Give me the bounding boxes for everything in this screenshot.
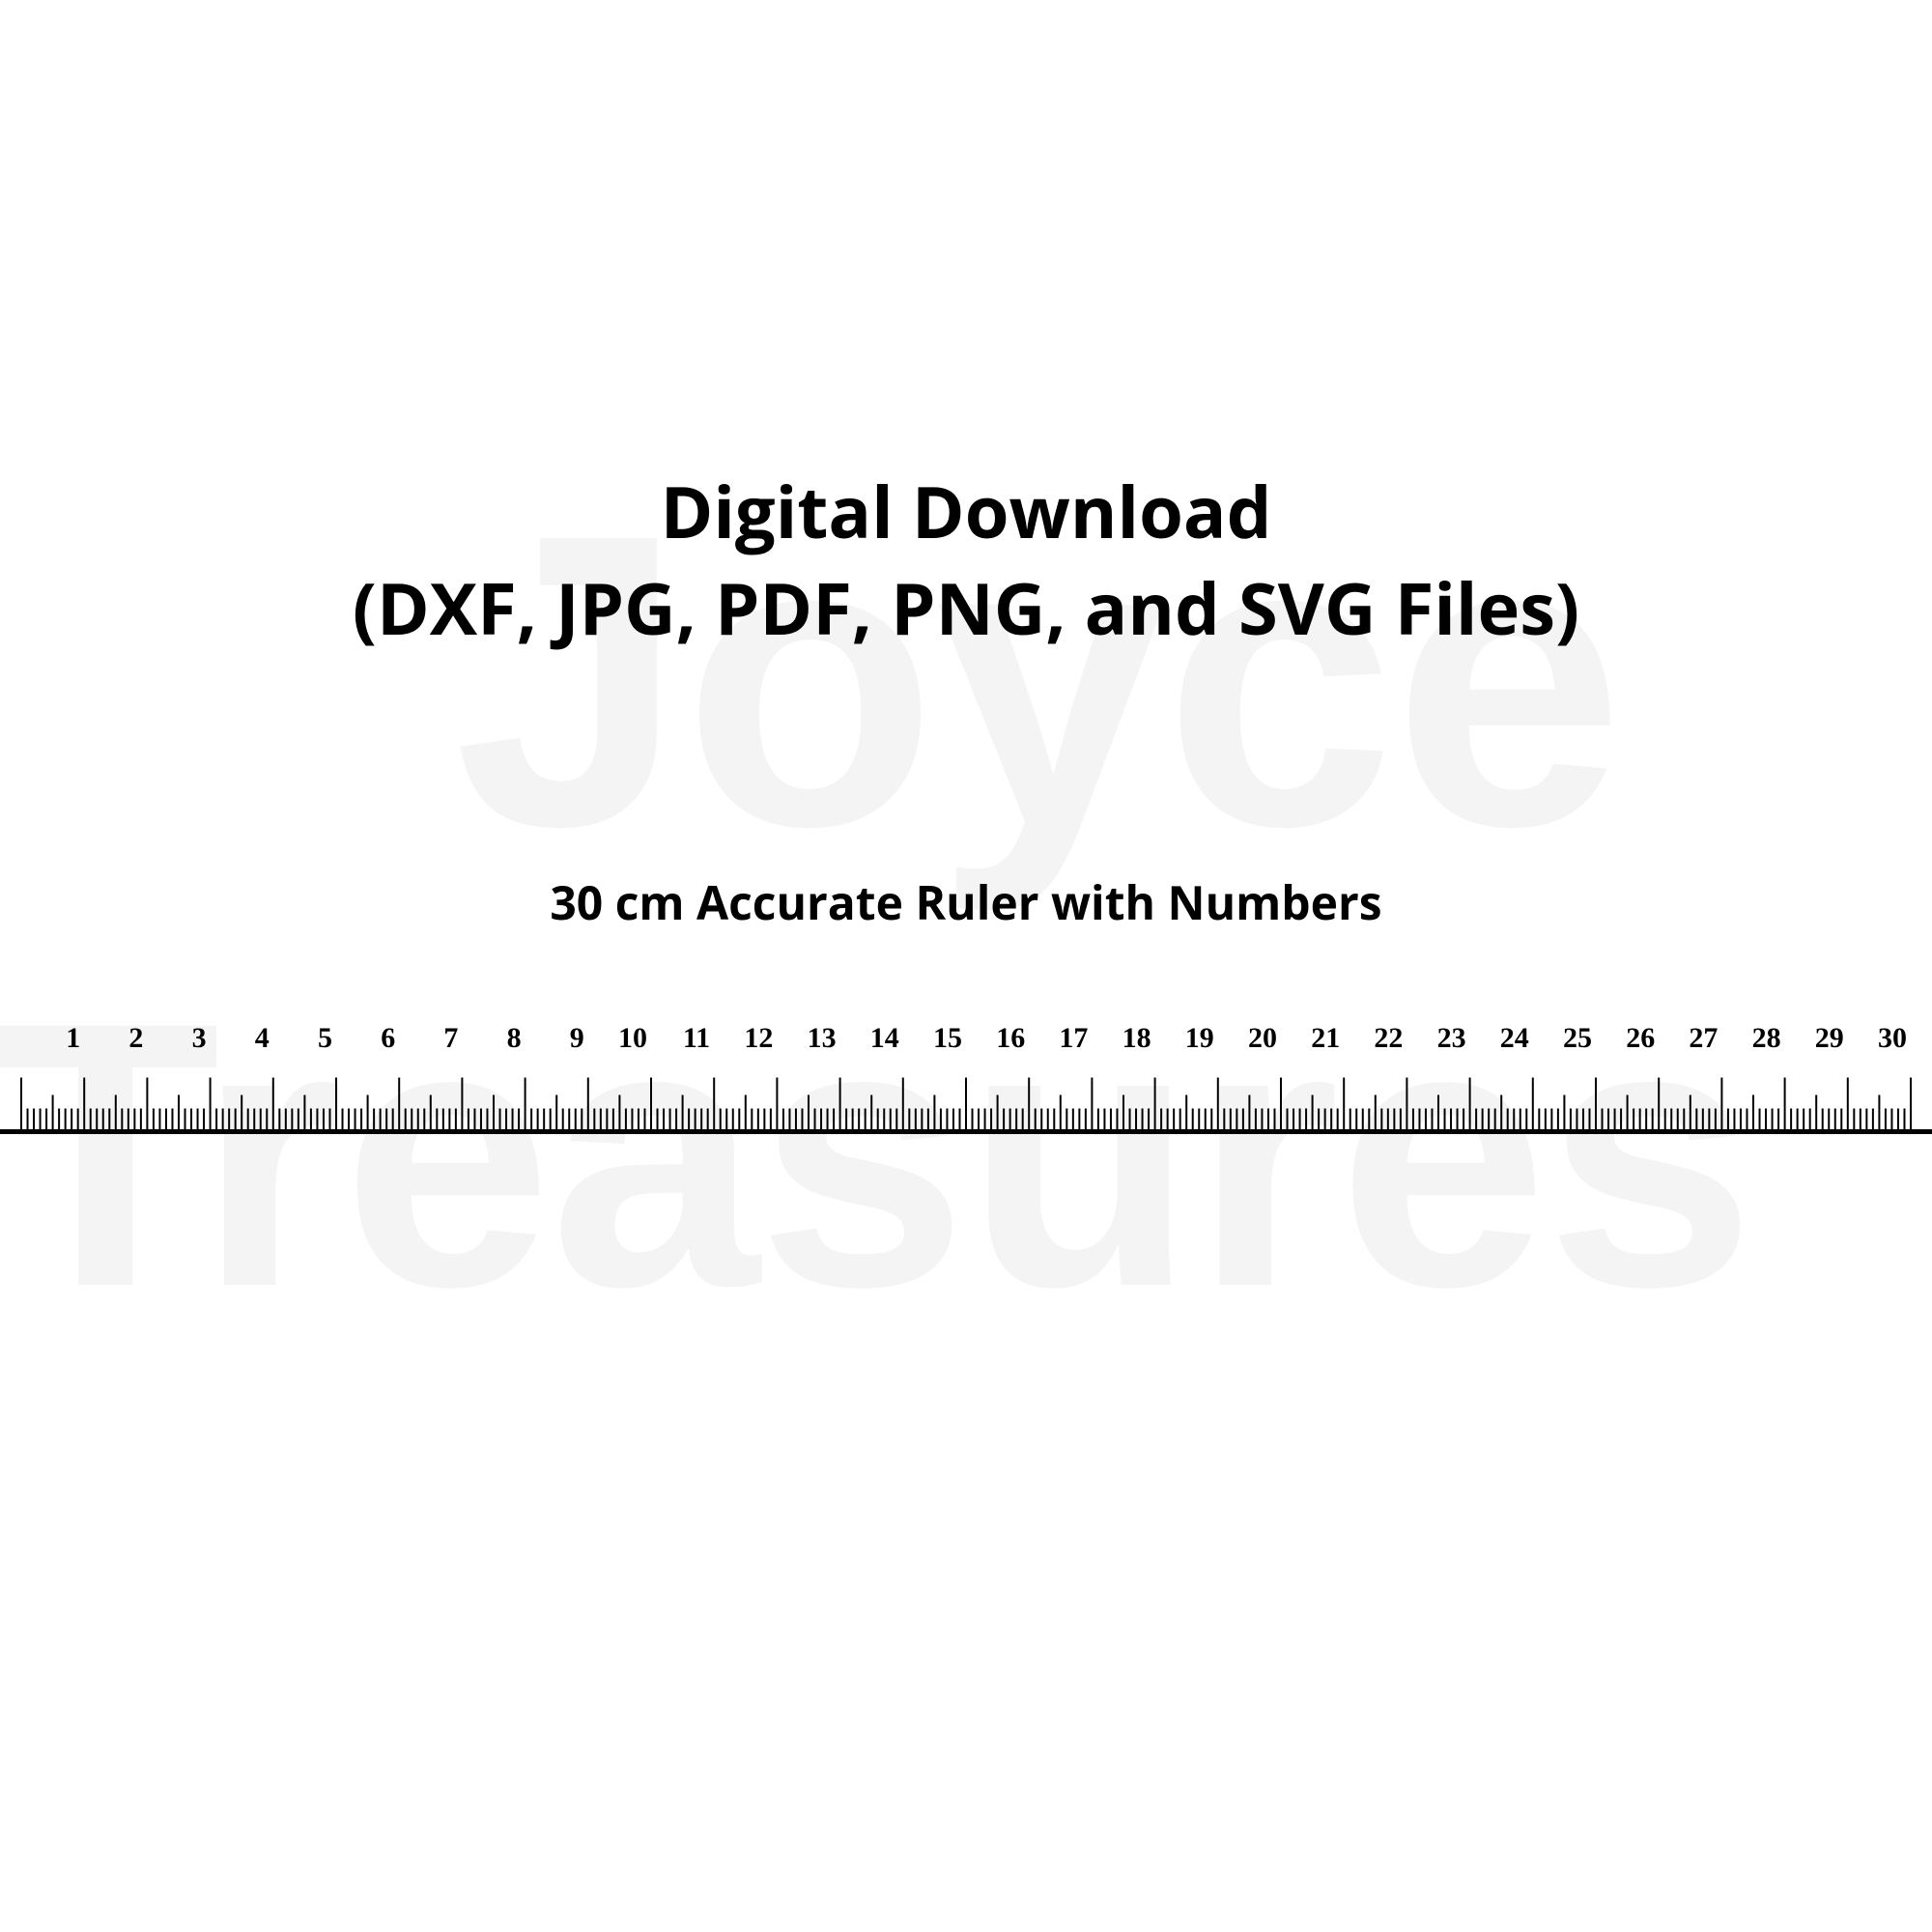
ruler-label: 11 bbox=[683, 1022, 710, 1054]
ruler-label: 7 bbox=[443, 1022, 458, 1054]
title-line-2: (DXF, JPG, PDF, PNG, and SVG Files) bbox=[0, 558, 1932, 656]
ruler-label: 1 bbox=[66, 1022, 80, 1054]
ruler-label: 10 bbox=[618, 1022, 647, 1054]
ruler-label: 4 bbox=[255, 1022, 270, 1054]
ruler-svg: 1234567891011121314151617181920212223242… bbox=[0, 1018, 1932, 1134]
ruler-label: 17 bbox=[1059, 1022, 1088, 1054]
ruler-label: 14 bbox=[870, 1022, 899, 1054]
ruler-label: 15 bbox=[933, 1022, 962, 1054]
subtitle: 30 cm Accurate Ruler with Numbers bbox=[0, 871, 1932, 934]
ruler-label: 24 bbox=[1500, 1022, 1529, 1054]
ruler-label: 13 bbox=[808, 1022, 837, 1054]
ruler-label: 30 bbox=[1878, 1022, 1907, 1054]
ruler-label: 26 bbox=[1626, 1022, 1655, 1054]
ruler-label: 22 bbox=[1374, 1022, 1403, 1054]
ruler-label: 23 bbox=[1437, 1022, 1466, 1054]
ruler-label: 20 bbox=[1248, 1022, 1277, 1054]
ruler-label: 21 bbox=[1311, 1022, 1340, 1054]
ruler-label: 5 bbox=[318, 1022, 332, 1054]
ruler-label: 2 bbox=[128, 1022, 143, 1054]
ruler-label: 16 bbox=[996, 1022, 1025, 1054]
ruler-label: 12 bbox=[744, 1022, 773, 1054]
ruler: 1234567891011121314151617181920212223242… bbox=[0, 1018, 1932, 1134]
ruler-label: 3 bbox=[192, 1022, 207, 1054]
ruler-label: 29 bbox=[1815, 1022, 1844, 1054]
ruler-label: 19 bbox=[1185, 1022, 1214, 1054]
ruler-label: 8 bbox=[507, 1022, 522, 1054]
ruler-label: 9 bbox=[570, 1022, 584, 1054]
ruler-label: 27 bbox=[1689, 1022, 1718, 1054]
ruler-label: 25 bbox=[1563, 1022, 1592, 1054]
title-line-1: Digital Download bbox=[0, 462, 1932, 559]
ruler-label: 6 bbox=[381, 1022, 395, 1054]
ruler-label: 18 bbox=[1122, 1022, 1151, 1054]
ruler-label: 28 bbox=[1752, 1022, 1781, 1054]
